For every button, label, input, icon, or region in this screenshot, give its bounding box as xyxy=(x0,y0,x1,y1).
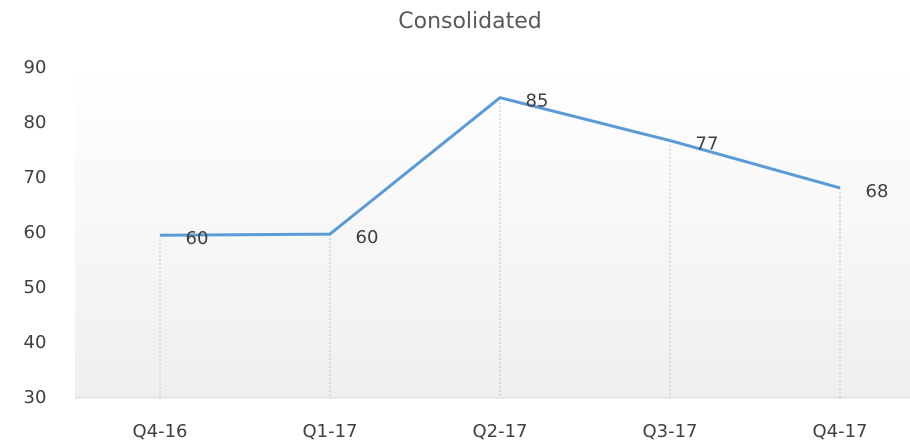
y-tick-label: 70 xyxy=(24,167,47,188)
data-label: 68 xyxy=(866,181,889,202)
y-tick-label: 30 xyxy=(24,387,47,408)
x-tick-label: Q4-16 xyxy=(132,421,187,442)
y-tick-label: 50 xyxy=(24,277,47,298)
y-tick-label: 80 xyxy=(24,112,47,133)
chart-title: Consolidated xyxy=(398,9,541,34)
x-tick-label: Q3-17 xyxy=(642,421,697,442)
x-tick-label: Q4-17 xyxy=(812,421,867,442)
x-tick-label: Q1-17 xyxy=(302,421,357,442)
data-label: 85 xyxy=(526,91,549,112)
y-tick-label: 60 xyxy=(24,222,47,243)
plot-area xyxy=(75,68,910,398)
data-label: 60 xyxy=(356,227,379,248)
data-label: 60 xyxy=(186,228,209,249)
x-tick-label: Q2-17 xyxy=(472,421,527,442)
y-tick-label: 90 xyxy=(24,57,47,78)
y-tick-label: 40 xyxy=(24,332,47,353)
line-series xyxy=(159,96,841,237)
data-label: 77 xyxy=(696,134,719,155)
